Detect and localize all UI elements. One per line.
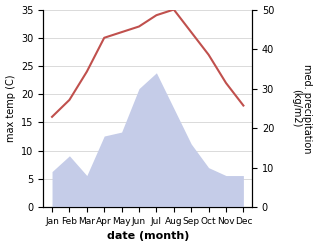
Y-axis label: med. precipitation
(kg/m2): med. precipitation (kg/m2) xyxy=(291,64,313,153)
X-axis label: date (month): date (month) xyxy=(107,231,189,242)
Y-axis label: max temp (C): max temp (C) xyxy=(5,75,16,142)
